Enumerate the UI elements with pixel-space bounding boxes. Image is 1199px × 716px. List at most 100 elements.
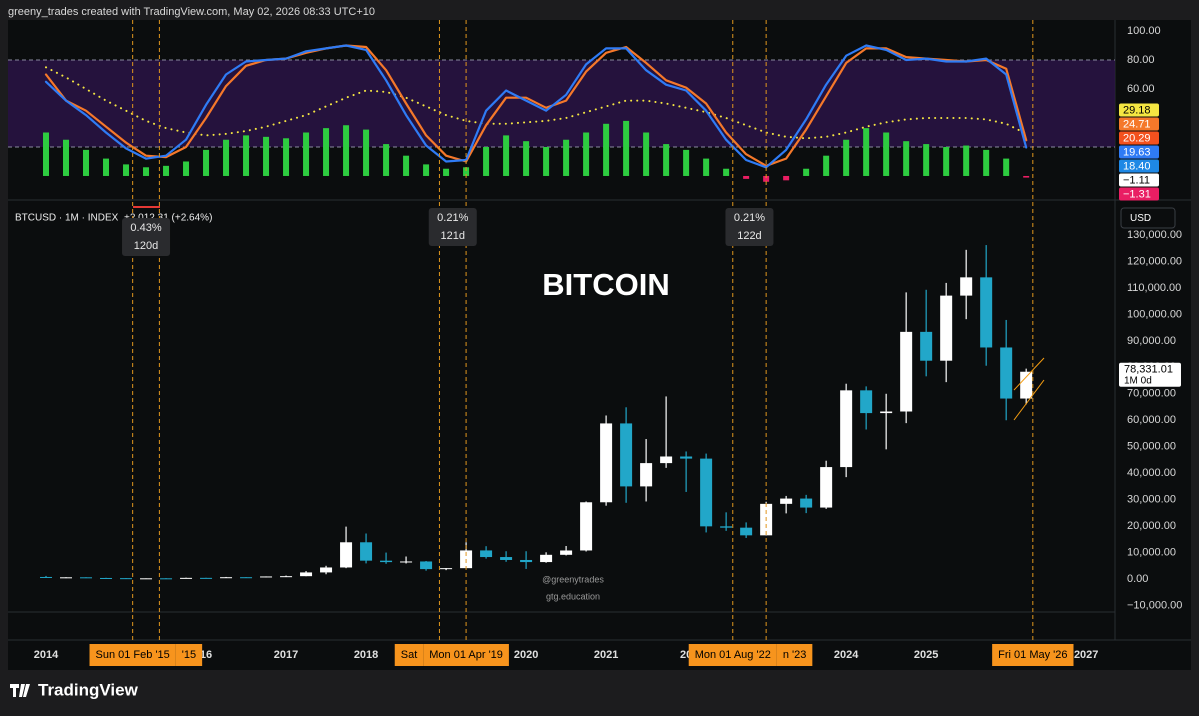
y-tick-label: 100,000.00 [1127, 308, 1182, 320]
price-pane: BITCOIN @greenytrades gtg.education BTCUSD … [15, 207, 1182, 611]
last-value-label: 29.18 [1123, 104, 1151, 116]
measure-percent: 0.21% [437, 212, 468, 224]
histogram-bar [923, 144, 930, 176]
histogram-bar [103, 158, 110, 176]
candle-body [960, 277, 973, 296]
histogram-bar [163, 165, 170, 176]
candle-body [220, 577, 233, 579]
x-tick-label: 16 [200, 649, 212, 661]
change: +2,012.31 (+2.64%) [124, 213, 212, 224]
last-value-box [1119, 173, 1159, 187]
watermark: BITCOIN [542, 267, 669, 302]
last-value-box [1119, 159, 1159, 173]
candle-body [780, 498, 793, 504]
y-tick-label: 40,000.00 [1127, 467, 1176, 479]
marker-box [89, 644, 176, 666]
candle-body [380, 560, 393, 563]
marker-box [423, 644, 509, 666]
last-price: 78,331.01 [1124, 364, 1173, 376]
last-value-label: 19.63 [1123, 146, 1151, 158]
histogram-bar [1003, 158, 1010, 176]
y-tick-label: 110,000.00 [1127, 282, 1181, 294]
y-tick-label: 0.00 [1127, 573, 1148, 585]
histogram-bar [903, 141, 910, 176]
candle-body [200, 577, 213, 579]
candle-body [340, 542, 353, 568]
measure-percent: 0.43% [130, 222, 161, 234]
marker-box [175, 644, 203, 666]
candle-body [900, 331, 913, 412]
marker-label: Sat [401, 649, 418, 661]
candle-body [940, 295, 953, 361]
candle-body [620, 423, 633, 487]
histogram-bar [683, 149, 690, 176]
measure-duration: 120d [134, 240, 158, 252]
x-tick-label: 2014 [34, 649, 59, 661]
candle-body [800, 498, 813, 508]
histogram-bar [743, 175, 750, 179]
histogram-bar [523, 141, 530, 176]
marker-label: Sun 01 Feb '15 [96, 649, 170, 661]
y-tick-label: 100.00 [1127, 25, 1161, 37]
histogram-bar [423, 164, 430, 176]
x-tick-label: 2024 [834, 649, 859, 661]
candle-body [980, 277, 993, 348]
symbol: BTCUSD · 1M · INDEX [15, 213, 119, 224]
candle-body [100, 577, 113, 579]
candle-body [740, 527, 753, 536]
histogram-bar [383, 144, 390, 176]
candle-body [520, 559, 533, 563]
y-tick-label: 50,000.00 [1127, 441, 1176, 453]
overlays: 2014 16 2017 2018 2020 2021 20 2024 2025 2027Sun … [34, 20, 1098, 666]
y-tick-label: 130,000.00 [1127, 229, 1182, 241]
oscillator-pane: 100.00 80.00 60.00 29.18 24.71 20.29 19.63 18.4… [8, 25, 1161, 201]
y-tick-label: −10,000.00 [1127, 599, 1182, 611]
channel-upper [1013, 357, 1045, 391]
x-tick-label: 2018 [354, 649, 378, 661]
signal-line [45, 66, 1028, 140]
histogram-bar [603, 123, 610, 176]
histogram-bar [863, 128, 870, 176]
y-tick-label: 60.00 [1127, 83, 1155, 95]
marker-label: Mon 01 Aug '22 [695, 649, 771, 661]
candle-body [600, 423, 613, 503]
histogram-bar [123, 164, 130, 176]
candle-body [360, 542, 373, 561]
y-tick-label: 20,000.00 [1127, 520, 1176, 532]
histogram-bar [323, 128, 330, 176]
histogram-bar [263, 136, 270, 176]
x-tick-label: 2027 [1074, 649, 1098, 661]
histogram-bar [703, 158, 710, 176]
histogram-bar [583, 132, 590, 176]
last-price-box [1119, 362, 1181, 387]
logo-mark [10, 684, 30, 697]
candle-body [820, 467, 833, 508]
candle-body [640, 463, 653, 487]
band [8, 60, 1115, 147]
candle-body [700, 458, 713, 527]
y-tick-label: 70,000.00 [1127, 388, 1176, 400]
histogram-bar [63, 139, 70, 176]
measure-duration: 122d [737, 230, 761, 242]
site: gtg.education [546, 591, 600, 601]
measure-box [725, 208, 774, 246]
histogram-bar [243, 135, 250, 176]
histogram-bar [823, 155, 830, 176]
candle-body [320, 567, 333, 573]
histogram-bar [43, 132, 50, 176]
marker-label: '15 [182, 649, 196, 661]
histogram-bar [803, 168, 810, 176]
candle-body [500, 557, 513, 560]
histogram-bar [283, 138, 290, 176]
candle-body [180, 577, 193, 579]
marker-label: Mon 01 Apr '19 [429, 649, 503, 661]
x-tick-label: 2020 [514, 649, 538, 661]
y-tick-label: 10,000.00 [1127, 546, 1176, 558]
last-value-label: 18.40 [1123, 160, 1151, 172]
histogram-bar [203, 149, 210, 176]
measure-duration: 121d [441, 230, 465, 242]
candle-body [880, 411, 893, 414]
y-tick-label: 120,000.00 [1127, 255, 1182, 267]
marker-box [776, 644, 813, 666]
